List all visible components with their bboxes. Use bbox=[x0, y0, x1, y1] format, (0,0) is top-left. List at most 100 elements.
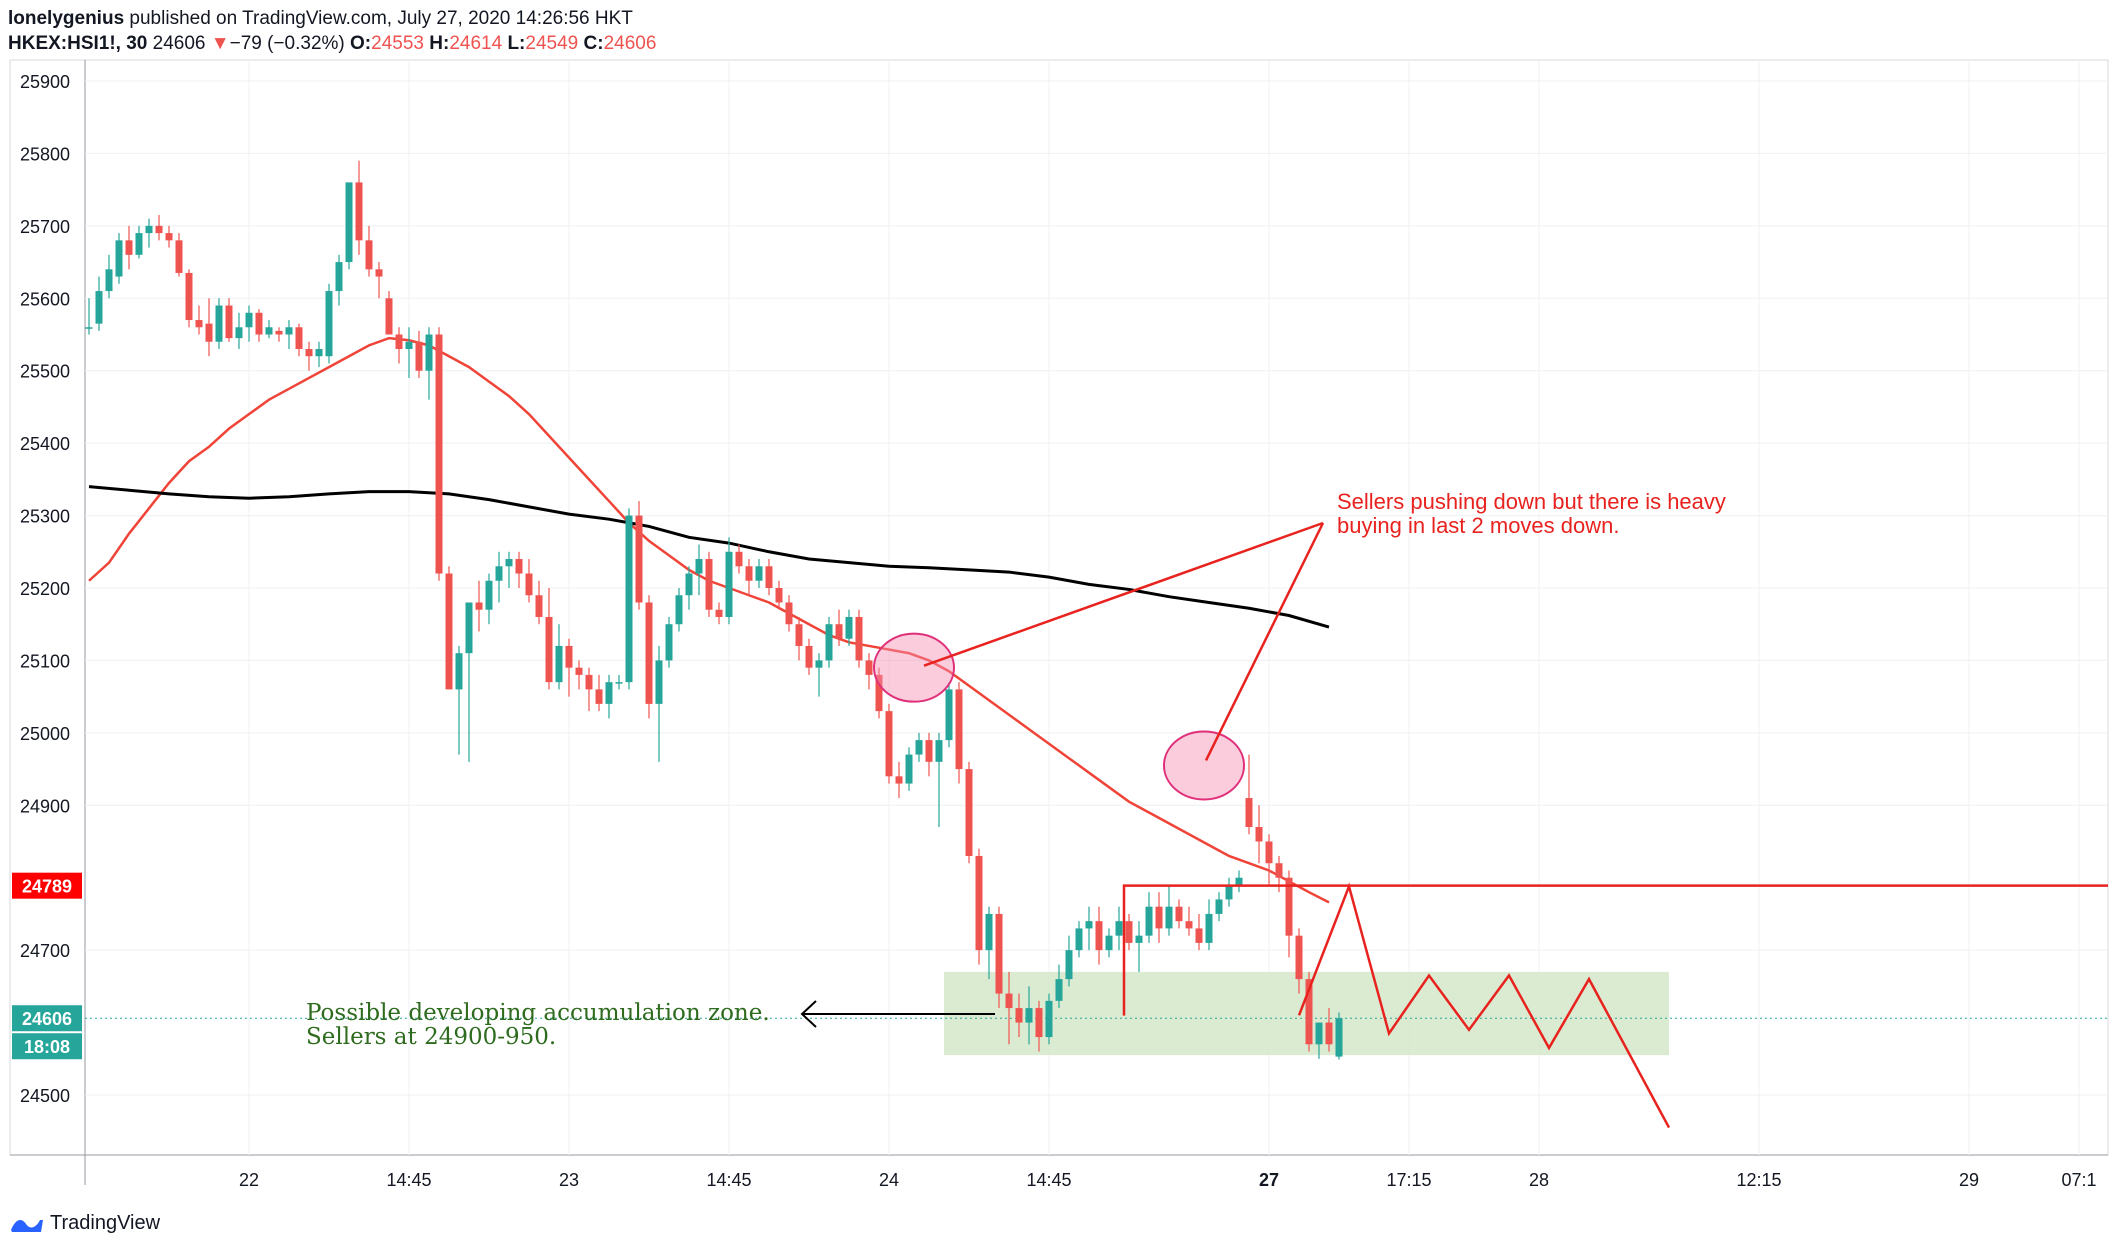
candle-body bbox=[1025, 1008, 1033, 1023]
low-label: L: bbox=[507, 33, 526, 54]
publish-line: lonelygenius published on TradingView.co… bbox=[8, 6, 656, 31]
candle-body bbox=[995, 913, 1003, 994]
x-tick-label: 17:15 bbox=[1386, 1170, 1431, 1190]
y-tick-label: 25100 bbox=[20, 651, 70, 671]
candle-body bbox=[1225, 884, 1233, 900]
candle-body bbox=[835, 624, 843, 639]
candle-body bbox=[525, 573, 533, 596]
candle-body bbox=[295, 327, 303, 349]
candle-body bbox=[825, 624, 833, 661]
price-label-text: 24606 bbox=[22, 1009, 72, 1029]
x-tick-label: 14:45 bbox=[706, 1170, 751, 1190]
candle-body bbox=[105, 269, 113, 292]
y-tick-label: 25900 bbox=[20, 72, 70, 92]
candle-body bbox=[505, 559, 513, 567]
candle-body bbox=[635, 515, 643, 603]
x-tick-label: 22 bbox=[239, 1170, 259, 1190]
candle-body bbox=[1245, 798, 1253, 828]
candle-body bbox=[375, 269, 383, 277]
x-tick-label: 14:45 bbox=[1026, 1170, 1071, 1190]
candle-body bbox=[1235, 877, 1243, 885]
candle-body bbox=[265, 327, 273, 335]
candle-body bbox=[615, 682, 623, 684]
high-value: 24614 bbox=[449, 33, 503, 54]
candle-body bbox=[485, 580, 493, 610]
candle-body bbox=[925, 740, 933, 762]
y-tick-label: 24700 bbox=[20, 941, 70, 961]
candle-body bbox=[875, 674, 883, 712]
candle-body bbox=[1295, 935, 1303, 980]
candle-body bbox=[605, 682, 613, 704]
price-label-box bbox=[12, 872, 82, 899]
candle-body bbox=[1115, 921, 1123, 936]
candle-body bbox=[1065, 950, 1073, 980]
candle-body bbox=[315, 348, 323, 357]
candle-body bbox=[645, 602, 653, 704]
tradingview-logo-icon[interactable] bbox=[10, 1214, 44, 1234]
candle-body bbox=[1255, 827, 1263, 842]
candle-body bbox=[555, 645, 563, 683]
candle-body bbox=[225, 305, 233, 339]
candle-body bbox=[1155, 906, 1163, 929]
candle-body bbox=[425, 334, 433, 371]
y-tick-label: 24500 bbox=[20, 1086, 70, 1106]
candle-body bbox=[1215, 899, 1223, 914]
symbol-line: HKEX:HSI1!, 30 24606 ▼−79 (−0.32%) O:245… bbox=[8, 31, 656, 56]
candle-body bbox=[765, 566, 773, 588]
projection-path bbox=[1297, 882, 1671, 1129]
candle-body bbox=[1335, 1018, 1343, 1057]
author-name[interactable]: lonelygenius bbox=[8, 8, 125, 29]
candle-body bbox=[405, 341, 413, 349]
publish-info: published on TradingView.com, July 27, 2… bbox=[129, 8, 633, 29]
candle-body bbox=[155, 225, 163, 234]
candle-body bbox=[1145, 906, 1153, 936]
candle-body bbox=[215, 305, 223, 342]
brand-name[interactable]: TradingView bbox=[50, 1212, 161, 1234]
candle-body bbox=[595, 689, 603, 704]
candle-body bbox=[135, 233, 143, 255]
candle-body bbox=[675, 595, 683, 625]
high-label: H: bbox=[429, 33, 450, 54]
candle-body bbox=[655, 660, 663, 704]
candle-body bbox=[255, 312, 263, 335]
y-tick-label: 25600 bbox=[20, 289, 70, 309]
candle-body bbox=[305, 348, 313, 357]
candle-body bbox=[545, 616, 553, 683]
x-tick-label: 24 bbox=[879, 1170, 899, 1190]
x-tick-label: 14:45 bbox=[386, 1170, 431, 1190]
x-tick-label: 07:1 bbox=[2061, 1170, 2096, 1190]
candle-body bbox=[445, 573, 453, 690]
candle-body bbox=[245, 312, 253, 328]
price-label-box bbox=[12, 1005, 82, 1032]
y-tick-label: 25700 bbox=[20, 217, 70, 237]
candle-body bbox=[625, 515, 633, 683]
candle-body bbox=[365, 240, 373, 270]
change-arrow-icon: ▼ bbox=[210, 33, 230, 54]
resistance-line bbox=[1122, 884, 2108, 1016]
symbol-label[interactable]: HKEX:HSI1!, 30 bbox=[8, 33, 148, 54]
candle-body bbox=[1305, 979, 1313, 1045]
candle-body bbox=[535, 595, 543, 617]
footer: TradingView bbox=[10, 1212, 160, 1235]
candle-body bbox=[1265, 841, 1273, 864]
candle-body bbox=[85, 327, 93, 329]
ma-short-line bbox=[88, 336, 1330, 904]
y-tick-label: 25000 bbox=[20, 724, 70, 744]
candle-body bbox=[1315, 1022, 1323, 1045]
candle-body bbox=[565, 645, 573, 668]
x-tick-label: 28 bbox=[1529, 1170, 1549, 1190]
candle-body bbox=[1035, 1008, 1043, 1038]
candle-body bbox=[335, 262, 343, 292]
chart-header: lonelygenius published on TradingView.co… bbox=[8, 6, 656, 56]
open-value: 24553 bbox=[371, 33, 424, 54]
y-tick-label: 25800 bbox=[20, 144, 70, 164]
candle-body bbox=[1205, 913, 1213, 943]
sellers-annotation-line1: Sellers pushing down but there is heavy bbox=[1337, 489, 1726, 514]
price-change: −79 (−0.32%) bbox=[229, 33, 345, 54]
zone-annotation-line2: Sellers at 24900-950. bbox=[306, 1024, 556, 1050]
candle-body bbox=[665, 624, 673, 661]
candle-body bbox=[1165, 906, 1173, 929]
candle-body bbox=[1125, 921, 1133, 943]
zone-arrow-head-icon bbox=[800, 1000, 817, 1028]
